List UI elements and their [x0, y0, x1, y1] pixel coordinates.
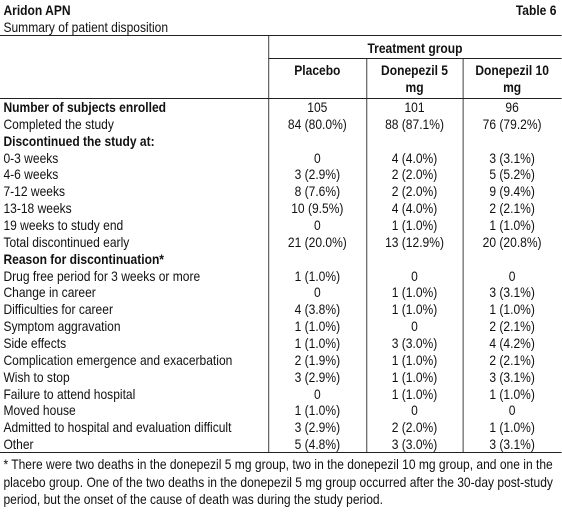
table-cell: 3 (3.0%): [391, 335, 438, 352]
row-label: Complication emergence and exacerbation: [3, 351, 233, 368]
table-cell: 3 (2.9%): [294, 368, 341, 385]
table-cell: 1 (1.0%): [391, 301, 438, 318]
column-header: Placebo: [294, 62, 341, 78]
table-cell: 2 (2.1%): [489, 318, 535, 335]
table-cell: 8 (7.6%): [294, 183, 341, 200]
table-cell: 0: [313, 149, 321, 166]
column-header: Donepezil 10 mg: [475, 62, 549, 95]
table-cell: 13 (12.9%): [385, 233, 444, 250]
table-cell: 96: [505, 99, 519, 115]
row-label: Moved house: [3, 402, 76, 419]
row-label: Discontinued the study at:: [3, 132, 155, 149]
row-label: 7-12 weeks: [3, 183, 66, 200]
table-cell: 20 (20.8%): [482, 233, 542, 250]
table-cell: 3 (3.1%): [489, 149, 535, 166]
table-cell: 2 (2.0%): [391, 419, 438, 436]
column-rule: [366, 58, 368, 452]
row-label: Failure to attend hospital: [3, 385, 136, 402]
table-cell: 3 (2.9%): [294, 419, 341, 436]
row-label: Symptom aggravation: [3, 318, 121, 335]
table-cell: 1 (1.0%): [294, 267, 341, 284]
table-cell: 1 (1.0%): [391, 217, 438, 234]
table-cell: 0: [508, 402, 516, 419]
table-cell: 3 (3.1%): [489, 284, 535, 301]
doc-title: Aridon APN: [3, 2, 71, 18]
table-cell: 0: [313, 284, 321, 301]
table-cell: 5 (5.2%): [489, 166, 535, 183]
row-label: 13-18 weeks: [3, 200, 72, 217]
row-label: 19 weeks to study end: [3, 217, 124, 234]
table-cell: 2 (1.9%): [294, 351, 341, 368]
row-label: 4-6 weeks: [3, 166, 59, 183]
rule: [0, 98, 562, 99]
row-label: Drug free period for 3 weeks or more: [3, 267, 201, 284]
table-cell: 1 (1.0%): [294, 335, 341, 352]
table-cell: 3 (2.9%): [294, 166, 341, 183]
table-cell: 88 (87.1%): [385, 115, 444, 132]
table-cell: 3 (3.0%): [391, 436, 438, 453]
table-cell: 21 (20.0%): [287, 233, 347, 250]
table-label: Table 6: [515, 2, 557, 18]
table-cell: 9 (9.4%): [489, 183, 535, 200]
table-cell: 0: [508, 267, 516, 284]
table-cell: 1 (1.0%): [391, 385, 438, 402]
row-label: Reason for discontinuation*: [3, 250, 164, 267]
table-cell: 4 (4.0%): [391, 149, 438, 166]
row-label: Completed the study: [3, 115, 114, 132]
table-cell: 1 (1.0%): [391, 368, 438, 385]
rule: [0, 452, 562, 453]
table-cell: 0: [411, 402, 418, 419]
table-cell: 1 (1.0%): [489, 301, 535, 318]
group-header: Treatment group: [367, 40, 463, 56]
row-label: Wish to stop: [3, 368, 70, 385]
row-label: 0-3 weeks: [3, 149, 59, 166]
table-cell: 105: [307, 99, 328, 115]
column-header: Donepezil 5 mg: [381, 62, 448, 95]
table-cell: 84 (80.0%): [287, 115, 347, 132]
table-cell: 2 (2.0%): [391, 166, 438, 183]
row-label: Admitted to hospital and evaluation diff…: [3, 419, 232, 436]
table-cell: 0: [411, 318, 418, 335]
table-cell: 1 (1.0%): [489, 217, 535, 234]
table-cell: 4 (3.8%): [294, 301, 341, 318]
footnote: * There were two deaths in the donepezil…: [3, 456, 553, 507]
table-cell: 2 (2.0%): [391, 183, 438, 200]
row-label: Total discontinued early: [3, 233, 130, 250]
subtitle: Summary of patient disposition: [3, 19, 169, 35]
table-cell: 0: [411, 267, 418, 284]
column-rule: [462, 58, 464, 452]
table-cell: 1 (1.0%): [294, 318, 341, 335]
rule: [268, 58, 562, 59]
table-cell: 1 (1.0%): [391, 284, 438, 301]
table-cell: 5 (4.8%): [294, 436, 341, 453]
table-cell: 10 (9.5%): [291, 200, 344, 217]
row-label: Difficulties for career: [3, 301, 113, 318]
rule: [0, 35, 562, 36]
table-cell: 2 (2.1%): [489, 200, 535, 217]
table-cell: 1 (1.0%): [489, 419, 535, 436]
table-cell: 1 (1.0%): [489, 385, 535, 402]
table-cell: 0: [313, 217, 321, 234]
row-label: Change in career: [3, 284, 96, 301]
table-cell: 4 (4.2%): [489, 335, 535, 352]
table-cell: 1 (1.0%): [391, 351, 438, 368]
table-cell: 0: [313, 385, 321, 402]
table-cell: 101: [404, 99, 425, 115]
table-cell: 4 (4.0%): [391, 200, 438, 217]
table-cell: 2 (2.1%): [489, 351, 535, 368]
row-label: Other: [3, 436, 34, 453]
table-cell: 3 (3.1%): [489, 436, 535, 453]
table-cell: 76 (79.2%): [482, 115, 542, 132]
column-rule: [268, 35, 270, 452]
table-cell: 1 (1.0%): [294, 402, 341, 419]
table-cell: 3 (3.1%): [489, 368, 535, 385]
row-label: Side effects: [3, 335, 67, 352]
row-label: Number of subjects enrolled: [3, 99, 167, 115]
